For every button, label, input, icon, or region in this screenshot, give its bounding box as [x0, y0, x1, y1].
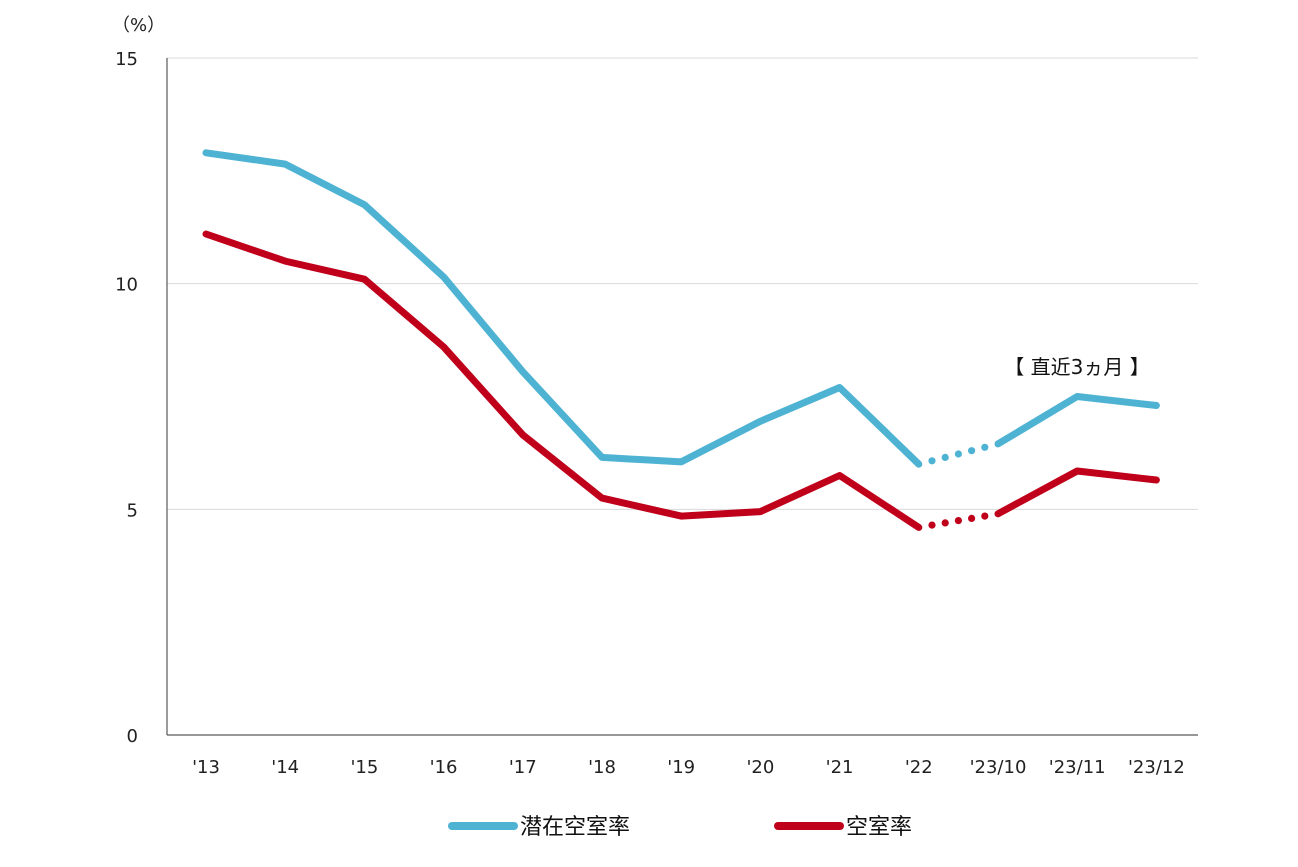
y-tick-label: 0 — [127, 726, 138, 747]
series-line-annual — [202, 149, 923, 468]
x-tick-label: '20 — [746, 757, 774, 778]
x-tick-label: '22 — [905, 757, 933, 778]
x-tick-label: '13 — [192, 757, 220, 778]
series-0 — [202, 149, 1160, 468]
x-tick-label: '23/11 — [1049, 757, 1106, 778]
series-dot — [968, 447, 976, 455]
y-tick-label: 10 — [115, 275, 138, 296]
legend: 潜在空室率 空室率 — [448, 815, 912, 840]
x-tick-label: '18 — [588, 757, 616, 778]
x-tick-label: '21 — [826, 757, 854, 778]
y-tick-labels: 0 5 10 15 — [115, 49, 138, 747]
x-tick-label: '17 — [509, 757, 537, 778]
x-tick-label: '16 — [430, 757, 458, 778]
series-dot — [928, 521, 936, 529]
series-lines — [202, 149, 1160, 531]
axes — [166, 58, 1198, 736]
x-tick-label: '15 — [350, 757, 378, 778]
x-tick-label: '23/12 — [1128, 757, 1185, 778]
legend-item: 空室率 — [774, 815, 912, 840]
series-dot — [928, 457, 936, 465]
series-dot — [941, 519, 949, 527]
series-line-monthly — [994, 393, 1160, 448]
series-dot — [954, 450, 963, 458]
series-line-annual — [202, 230, 923, 531]
y-tick-label: 5 — [127, 500, 138, 521]
series-dot — [954, 517, 963, 525]
series-1 — [202, 230, 1160, 531]
x-tick-label: '14 — [271, 757, 299, 778]
y-tick-label: 15 — [115, 49, 138, 70]
legend-item: 潜在空室率 — [448, 815, 630, 840]
y-unit-label: （%） — [112, 15, 165, 36]
x-tick-labels: '13 '14 '15 '16 '17 '18 '19 '20 '21 '22 '23/10 '23/… — [192, 757, 1185, 778]
series-dot — [981, 512, 989, 520]
series-dot — [941, 453, 949, 461]
x-tick-label: '19 — [667, 757, 695, 778]
legend-label: 空室率 — [846, 815, 912, 840]
series-dot — [981, 443, 989, 451]
series-line-monthly — [994, 467, 1160, 518]
series-dot — [968, 514, 976, 523]
gridlines — [167, 57, 1198, 510]
recent-months-annotation: 【 直近3ヵ月 】 — [1004, 355, 1149, 379]
x-tick-label: '23/10 — [970, 757, 1027, 778]
legend-label: 潜在空室率 — [520, 815, 630, 840]
